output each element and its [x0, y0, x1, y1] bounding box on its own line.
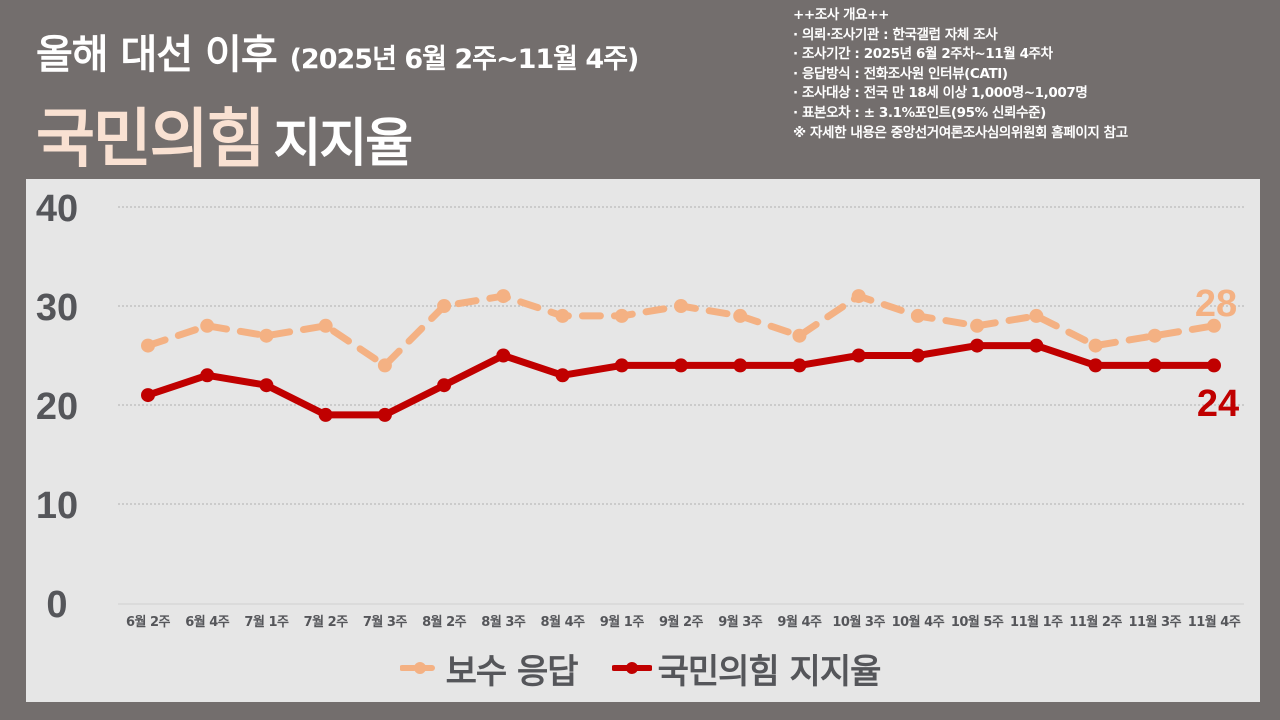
x-tick-label: 9월 1주 — [600, 614, 645, 630]
data-point-marker — [674, 299, 688, 313]
x-tick-label: 7월 1주 — [244, 614, 289, 630]
data-point-marker — [792, 328, 807, 343]
title-date-range: (2025년 6월 2주~11월 4주) — [289, 44, 640, 75]
data-point-marker — [851, 348, 866, 363]
x-tick-label: 9월 4주 — [777, 614, 822, 630]
x-tick-label: 11월 1주 — [1010, 614, 1063, 630]
data-point-marker — [1207, 318, 1221, 333]
data-point-marker — [1207, 358, 1221, 373]
data-point-marker — [555, 308, 570, 323]
data-point-marker — [733, 358, 748, 373]
title-party-name: 국민의힘 — [36, 103, 266, 177]
title-main: 올해 대선 이후 — [36, 32, 278, 78]
data-point-marker — [377, 358, 392, 373]
chart-legend: 보수 응답 국민의힘 지지율 — [0, 640, 1280, 696]
data-point-marker — [1147, 328, 1162, 343]
end-value-label-ppp: 24 — [1197, 383, 1239, 425]
data-point-marker — [200, 318, 215, 333]
x-tick-label: 8월 3주 — [481, 614, 526, 630]
data-point-marker — [437, 378, 452, 393]
data-point-marker — [1088, 338, 1103, 353]
data-point-marker — [910, 308, 925, 323]
dashed-line-marker-icon — [399, 662, 440, 674]
y-tick-label: 20 — [36, 386, 78, 428]
y-tick-label: 40 — [36, 188, 78, 230]
data-point-marker — [1088, 358, 1103, 373]
data-point-marker — [851, 289, 866, 304]
data-point-marker — [970, 338, 985, 353]
y-tick-label: 30 — [36, 287, 78, 329]
survey-info-heading: ++조사 개요++ — [793, 7, 890, 23]
data-point-marker — [910, 348, 925, 363]
legend-label: 국민의힘 지지율 — [657, 651, 882, 692]
survey-info-line: · 조사대상 : 전국 만 18세 이상 1,000명~1,007명 — [793, 85, 1088, 102]
survey-info-note: ※ 자세한 내용은 중앙선거여론조사심의위원회 홈페이지 참고 — [793, 124, 1128, 141]
survey-info-box: ++조사 개요++ · 의뢰·조사기관 : 한국갤럽 자체 조사 · 조사기간 … — [793, 6, 1128, 143]
x-tick-label: 7월 2주 — [304, 614, 349, 630]
data-point-marker — [1029, 308, 1044, 323]
x-tick-label: 8월 2주 — [422, 614, 467, 630]
data-point-marker — [496, 348, 511, 363]
x-tick-label: 6월 2주 — [126, 614, 171, 630]
x-tick-label: 10월 5주 — [951, 614, 1004, 630]
survey-info-line: · 의뢰·조사기관 : 한국갤럽 자체 조사 — [793, 26, 998, 43]
data-point-marker — [674, 358, 688, 373]
data-point-marker — [792, 358, 807, 373]
x-tick-label: 7월 3주 — [363, 614, 408, 630]
data-point-marker — [377, 407, 392, 422]
data-point-marker — [318, 407, 333, 422]
data-point-marker — [614, 308, 629, 323]
x-tick-label: 11월 3주 — [1128, 614, 1181, 630]
data-point-marker — [1147, 358, 1162, 373]
data-point-marker — [437, 299, 452, 313]
data-point-marker — [555, 368, 570, 383]
x-tick-label: 11월 4주 — [1188, 614, 1241, 630]
data-point-marker — [259, 378, 274, 393]
x-tick-label: 11월 2주 — [1069, 614, 1122, 630]
end-value-label-conservative: 28 — [1195, 283, 1237, 325]
x-tick-label: 6월 4주 — [185, 614, 230, 630]
data-point-marker — [733, 308, 748, 323]
x-tick-label: 8월 4주 — [541, 614, 586, 630]
x-tick-label: 10월 3주 — [832, 614, 885, 630]
page-title-line1: 올해 대선 이후 (2025년 6월 2주~11월 4주) — [36, 22, 640, 80]
data-point-marker — [141, 338, 155, 353]
data-point-marker — [318, 318, 333, 333]
survey-info-line: · 조사기간 : 2025년 6월 2주차~11월 4주차 — [793, 46, 1053, 63]
data-point-marker — [614, 358, 629, 373]
legend-label: 보수 응답 — [445, 651, 579, 692]
survey-info-line: · 표본오차 : ± 3.1%포인트(95% 신뢰수준) — [793, 104, 1046, 121]
data-point-marker — [200, 368, 215, 383]
data-point-marker — [259, 328, 274, 343]
chart-panel — [26, 179, 1260, 702]
data-point-marker — [970, 318, 985, 333]
legend-item-conservative: 보수 응답 — [399, 644, 579, 693]
x-tick-label: 10월 4주 — [892, 614, 945, 630]
x-tick-label: 9월 3주 — [718, 614, 763, 630]
y-tick-label: 0 — [46, 584, 67, 626]
solid-line-marker-icon — [611, 662, 652, 674]
legend-item-ppp: 국민의힘 지지율 — [611, 644, 882, 693]
title-support-rate: 지지율 — [273, 114, 414, 174]
data-point-marker — [1029, 338, 1044, 353]
data-point-marker — [496, 289, 511, 304]
data-point-marker — [141, 388, 155, 403]
page-title-line2: 국민의힘 지지율 — [36, 88, 414, 180]
y-tick-label: 10 — [36, 485, 78, 527]
survey-info-line: · 응답방식 : 전화조사원 인터뷰(CATI) — [793, 65, 1008, 82]
x-tick-label: 9월 2주 — [659, 614, 704, 630]
